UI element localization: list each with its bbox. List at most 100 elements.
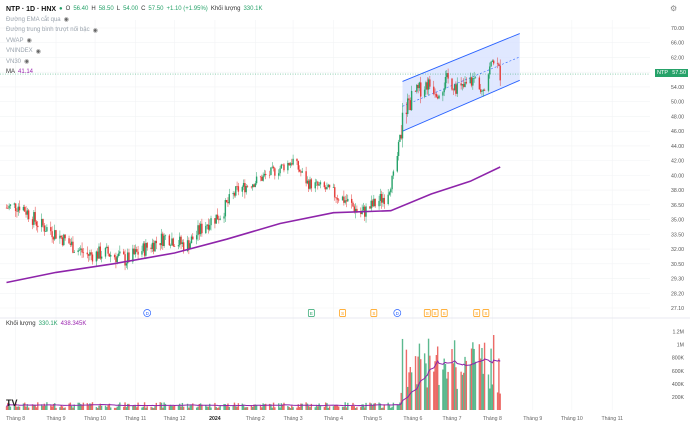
candle	[347, 198, 349, 202]
candle	[314, 182, 316, 189]
candle	[344, 200, 346, 203]
y-tick-label: 28.20	[671, 291, 684, 297]
volume-bar	[37, 402, 39, 410]
x-tick-label: Tháng 8	[6, 416, 25, 422]
volume-bar	[362, 404, 365, 410]
x-tick-label: Tháng 9	[523, 416, 542, 422]
gear-icon[interactable]: ⚙	[670, 4, 678, 13]
y-tick-label: 62.00	[671, 55, 684, 61]
candle	[136, 249, 138, 252]
volume-bar	[179, 403, 181, 410]
candle	[464, 82, 466, 87]
event-marker-split	[423, 309, 431, 317]
volume-bar	[162, 407, 164, 410]
volume-bar	[371, 405, 374, 410]
candle	[80, 248, 82, 250]
candle	[423, 89, 426, 97]
volume-bar	[26, 404, 29, 410]
candle	[390, 189, 392, 193]
candle	[182, 242, 185, 251]
volume-bar	[378, 402, 380, 410]
volume-legend[interactable]: Khối lượng 330.1K 438.345K	[6, 321, 86, 327]
volume-bar	[405, 349, 408, 410]
volume-bar	[154, 406, 156, 410]
volume-bar	[262, 403, 264, 410]
candle	[498, 63, 500, 66]
eye-icon[interactable]: ◉	[92, 27, 98, 34]
volume-bar	[182, 406, 185, 410]
volume-bar	[401, 338, 404, 410]
candle	[34, 212, 36, 222]
candle	[319, 182, 322, 185]
x-tick-label: Tháng 8	[483, 416, 502, 422]
candle	[64, 234, 66, 239]
candle	[287, 162, 289, 171]
candle	[173, 246, 176, 247]
event-marker-split	[339, 309, 346, 317]
volume-bar	[237, 403, 240, 410]
candle	[31, 219, 34, 225]
candle	[151, 242, 154, 249]
open-value: 56.40	[73, 6, 89, 13]
volume-bar	[328, 406, 331, 410]
candle	[218, 219, 220, 221]
candle	[169, 245, 172, 246]
volume-bar	[360, 406, 362, 410]
legend-item-vnindex[interactable]: VNINDEX ◉	[6, 48, 41, 55]
close-value: 57.50	[148, 6, 164, 13]
candle	[87, 254, 90, 256]
volume-bar	[259, 404, 262, 410]
volume-bar	[479, 358, 482, 410]
candle	[190, 236, 193, 244]
legend-item-ma[interactable]: MA 41.14	[6, 69, 34, 76]
candle	[50, 227, 52, 232]
legend-item-ma-ribbon[interactable]: Đường trung bình trượt nối bậc ◉	[6, 27, 98, 34]
legend-item-vn30[interactable]: VN30 ◉	[6, 58, 30, 66]
volume-bar	[228, 407, 230, 410]
candle	[426, 82, 428, 90]
volume-bar	[69, 402, 72, 410]
volume-bar	[150, 406, 152, 410]
volume-bar	[433, 371, 435, 410]
eye-icon[interactable]: ◉	[26, 38, 32, 45]
event-marker-label: E	[310, 311, 313, 316]
candle	[63, 234, 65, 246]
volume-bar	[78, 402, 81, 410]
candle	[418, 82, 421, 89]
volume-bar	[334, 405, 336, 410]
volume-bar	[24, 402, 26, 410]
volume-bar	[186, 403, 189, 410]
volume-bar	[207, 406, 210, 410]
candle	[195, 235, 198, 240]
legend-item-vwap[interactable]: VWAP ◉	[6, 37, 32, 45]
candle	[44, 231, 47, 232]
tradingview-logo-icon[interactable]: TV	[6, 398, 18, 408]
volume-bar	[287, 405, 289, 410]
candle	[52, 237, 55, 240]
volume-tick-label: 800K	[672, 356, 685, 362]
candle	[446, 73, 448, 78]
eye-icon[interactable]: ◉	[35, 48, 41, 55]
candle	[483, 89, 486, 91]
candle	[124, 254, 126, 266]
volume-bar	[451, 349, 453, 410]
y-tick-label: 40.00	[671, 173, 684, 179]
volume-bar	[116, 406, 118, 410]
legend-item-ema[interactable]: Đường EMA cắt qua ◉	[6, 16, 69, 24]
volume-bar	[115, 407, 117, 410]
volume-bar	[168, 406, 171, 410]
volume-bar	[483, 342, 486, 410]
y-tick-label: 50.00	[671, 100, 684, 106]
symbol-title[interactable]: NTP · 1D · HNX	[6, 5, 57, 13]
eye-icon[interactable]: ◉	[63, 17, 69, 24]
volume-bar	[27, 407, 30, 410]
eye-icon[interactable]: ◉	[24, 59, 30, 66]
candle	[326, 186, 328, 190]
volume-bar	[410, 372, 413, 410]
candle	[396, 155, 398, 172]
candle	[443, 88, 445, 93]
candle	[478, 77, 481, 90]
volume-bar	[464, 356, 466, 410]
candle	[95, 251, 98, 262]
